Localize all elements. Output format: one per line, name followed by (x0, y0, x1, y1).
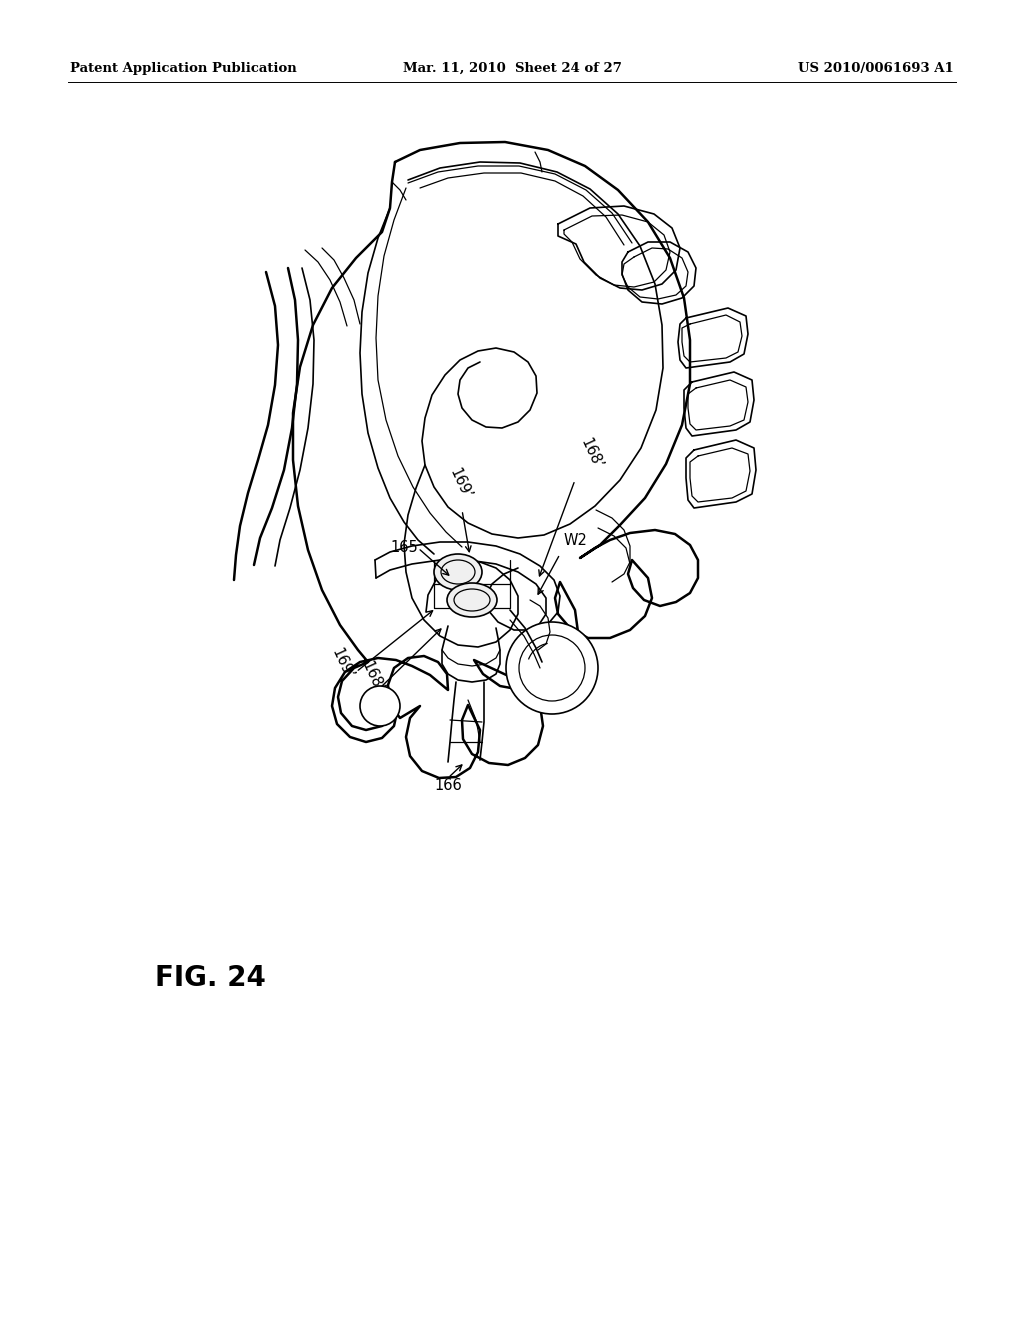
Text: 166: 166 (434, 777, 462, 793)
Text: US 2010/0061693 A1: US 2010/0061693 A1 (799, 62, 954, 75)
Text: FIG. 24: FIG. 24 (155, 964, 266, 993)
Text: Mar. 11, 2010  Sheet 24 of 27: Mar. 11, 2010 Sheet 24 of 27 (402, 62, 622, 75)
Text: 165: 165 (390, 540, 418, 556)
Circle shape (506, 622, 598, 714)
Text: 169’: 169’ (329, 647, 355, 682)
Text: 168’: 168’ (578, 437, 605, 473)
Circle shape (360, 686, 400, 726)
Ellipse shape (447, 583, 497, 616)
Ellipse shape (434, 554, 482, 590)
Text: 168’: 168’ (358, 659, 386, 696)
Text: 169’: 169’ (446, 466, 474, 502)
Text: Patent Application Publication: Patent Application Publication (70, 62, 297, 75)
Text: W2: W2 (564, 533, 588, 548)
